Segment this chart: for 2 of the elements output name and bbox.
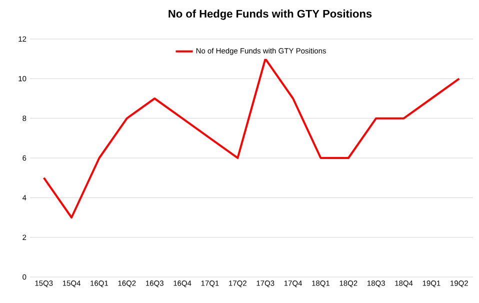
chart-title: No of Hedge Funds with GTY Positions	[168, 10, 372, 20]
line-series	[42, 58, 460, 218]
